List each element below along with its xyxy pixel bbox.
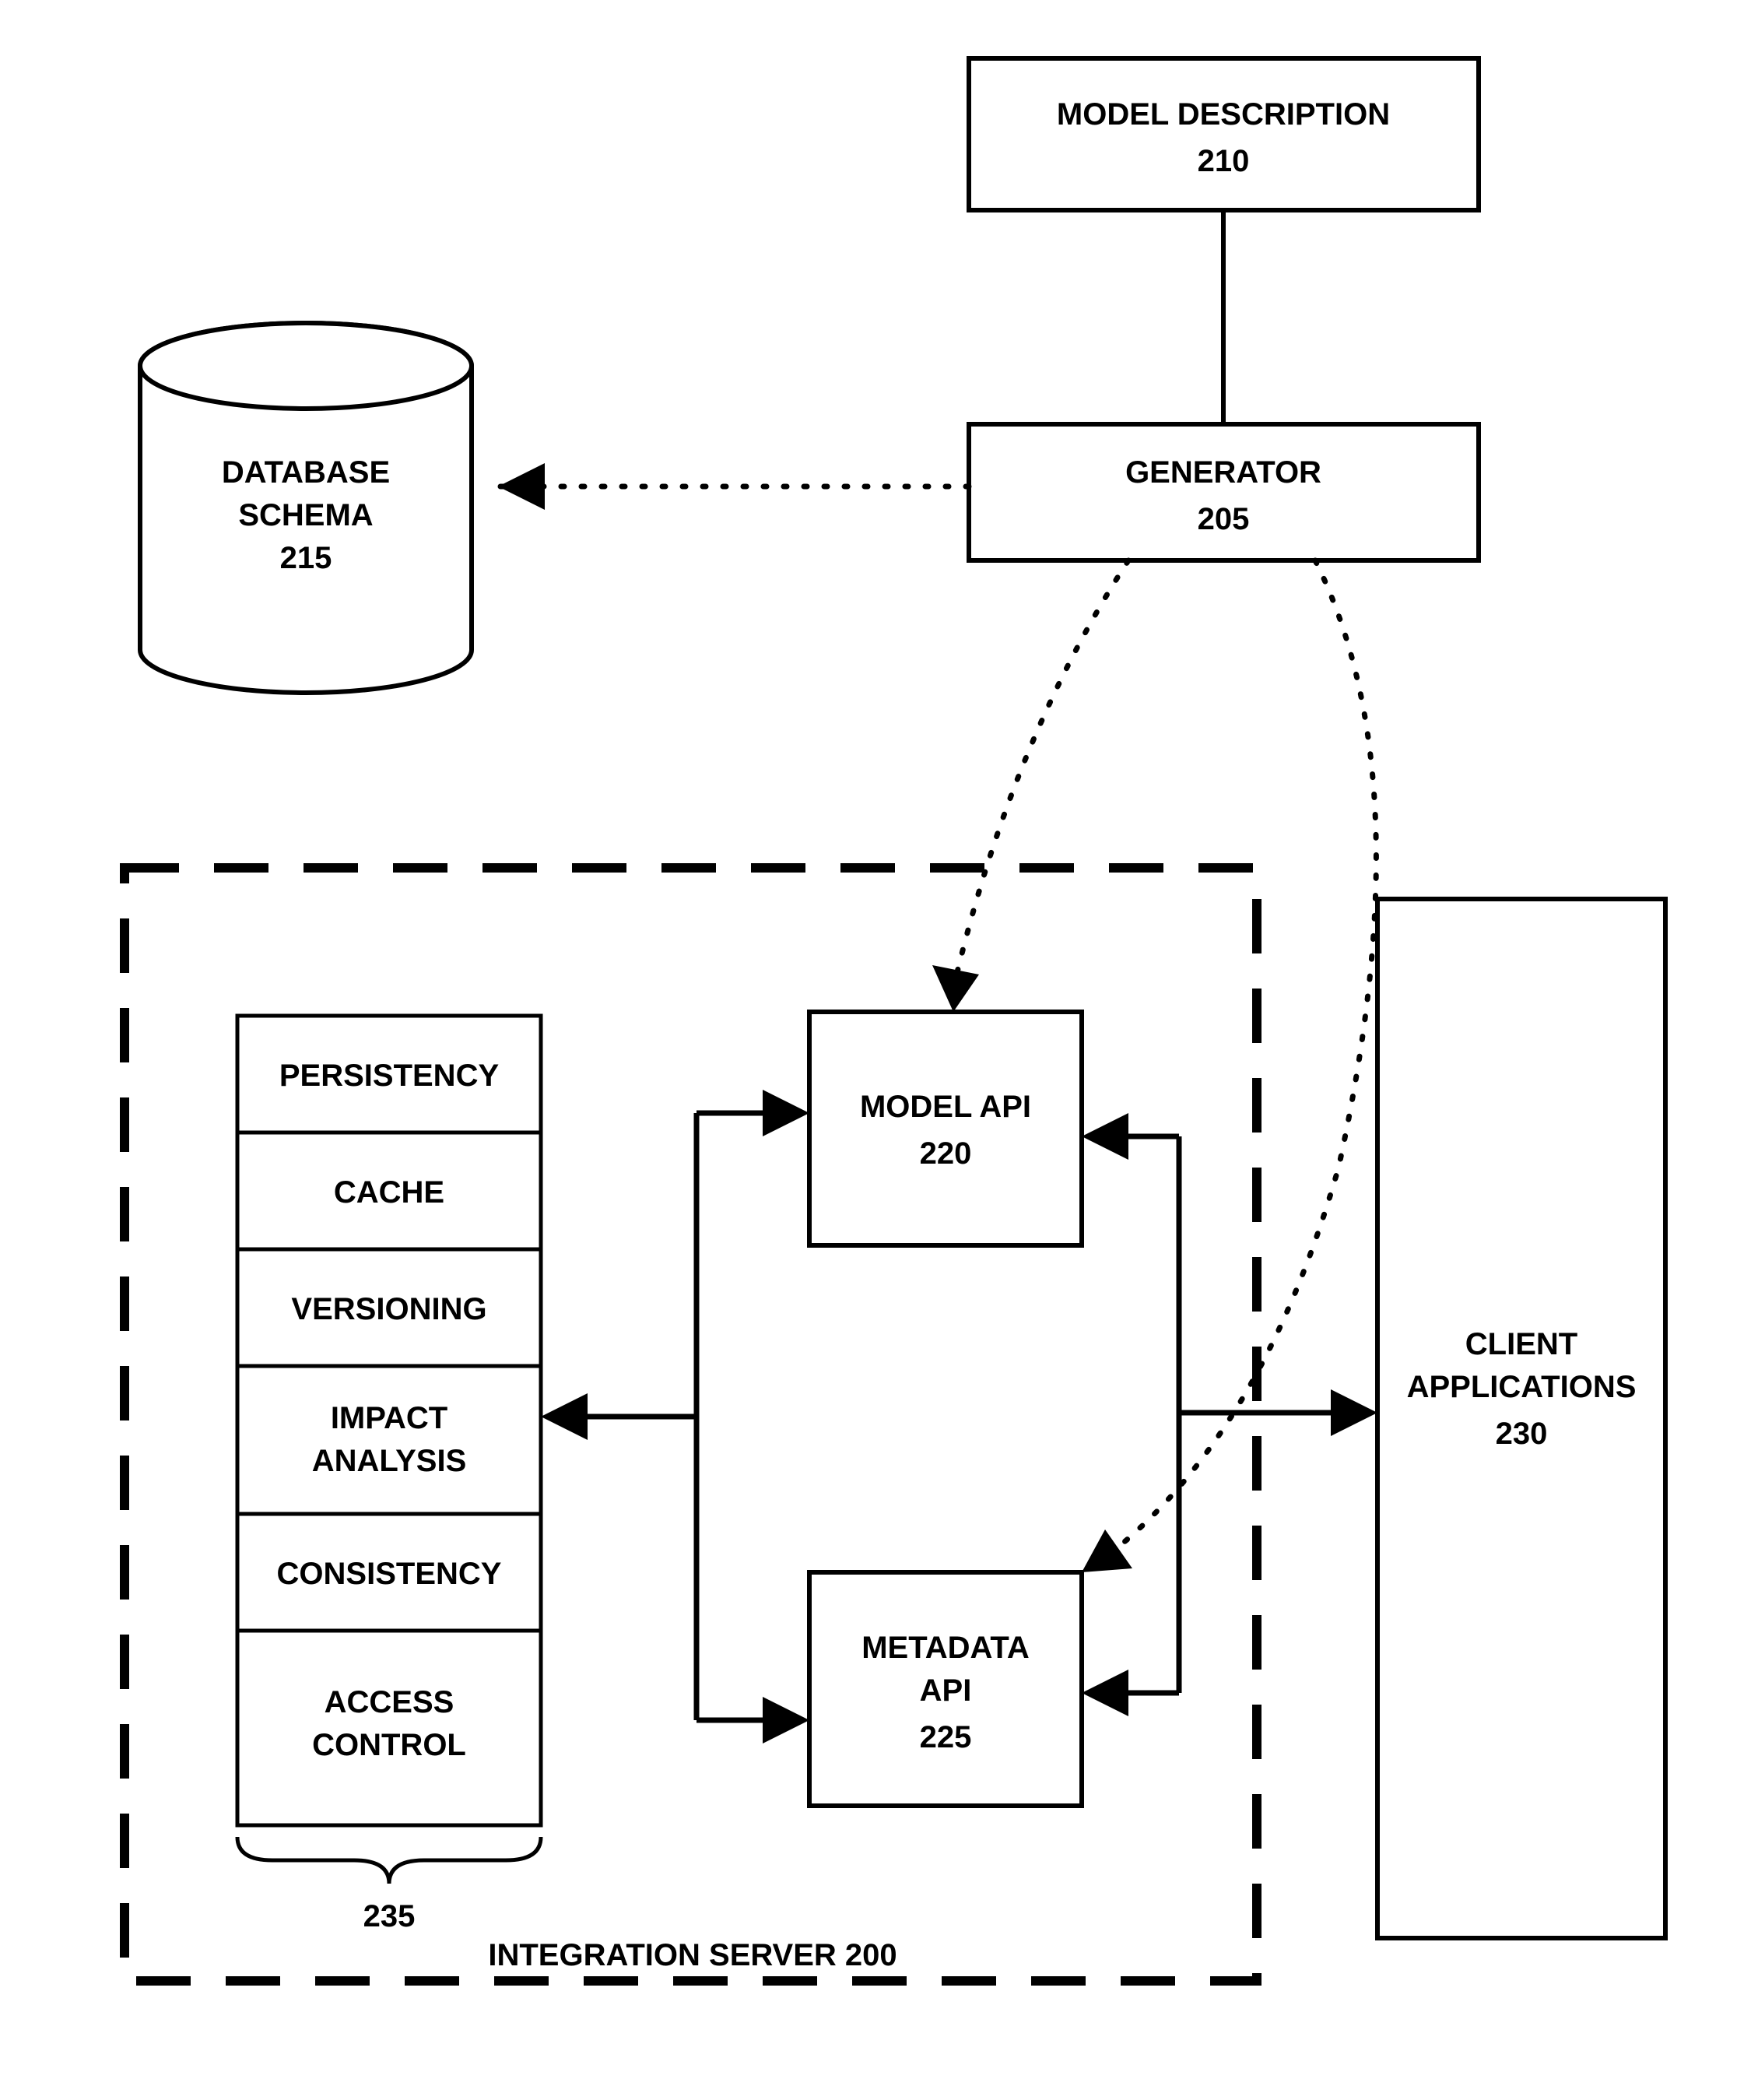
metadata-api-ref: 225	[920, 1720, 972, 1754]
stack-item-persistency: PERSISTENCY	[279, 1059, 500, 1093]
model-description-node: MODEL DESCRIPTION 210	[969, 58, 1479, 210]
metadata-api-title2: API	[920, 1673, 972, 1708]
services-stack: PERSISTENCY CACHE VERSIONING IMPACT ANAL…	[237, 1016, 541, 1825]
model-api-ref: 220	[920, 1136, 972, 1171]
stack-item-impact1: IMPACT	[331, 1401, 447, 1435]
stack-brace	[237, 1837, 541, 1884]
client-applications-node: CLIENT APPLICATIONS 230	[1377, 899, 1665, 1938]
database-title1: DATABASE	[222, 455, 390, 490]
metadata-api-title1: METADATA	[861, 1631, 1030, 1665]
model-api-node: MODEL API 220	[809, 1012, 1082, 1245]
database-schema-node: DATABASE SCHEMA 215	[140, 323, 472, 693]
client-apps-title1: CLIENT	[1465, 1327, 1577, 1361]
stack-item-consistency: CONSISTENCY	[277, 1557, 502, 1591]
stack-ref: 235	[363, 1899, 416, 1933]
generator-ref: 205	[1198, 502, 1250, 536]
model-api-title: MODEL API	[860, 1090, 1031, 1124]
integration-server-label: INTEGRATION SERVER 200	[488, 1938, 897, 1972]
model-description-title: MODEL DESCRIPTION	[1057, 97, 1390, 132]
database-ref: 215	[280, 541, 332, 575]
stack-item-access2: CONTROL	[312, 1728, 466, 1762]
stack-item-access1: ACCESS	[325, 1685, 454, 1719]
architecture-diagram: MODEL DESCRIPTION 210 GENERATOR 205 DATA…	[0, 0, 1758, 2100]
generator-title: GENERATOR	[1125, 455, 1321, 490]
client-apps-ref: 230	[1496, 1417, 1548, 1451]
generator-node: GENERATOR 205	[969, 424, 1479, 560]
model-description-ref: 210	[1198, 144, 1250, 178]
stack-item-impact2: ANALYSIS	[312, 1444, 467, 1478]
client-apps-title2: APPLICATIONS	[1407, 1370, 1637, 1404]
database-title2: SCHEMA	[238, 498, 373, 532]
metadata-api-node: METADATA API 225	[809, 1572, 1082, 1806]
stack-item-versioning: VERSIONING	[291, 1292, 486, 1326]
edge-generator-modelapi	[953, 560, 1128, 989]
stack-item-cache: CACHE	[334, 1175, 444, 1210]
